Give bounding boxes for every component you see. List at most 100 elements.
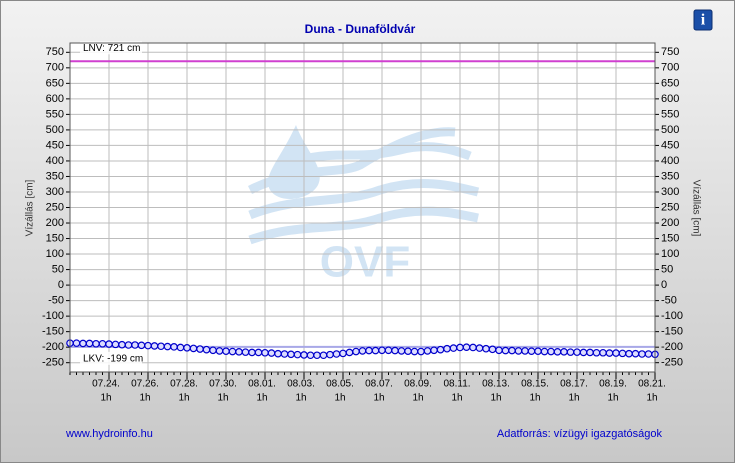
data-point (196, 345, 204, 353)
data-point (592, 348, 601, 357)
data-point (462, 343, 471, 351)
x-tick-label: 1h (490, 393, 501, 404)
data-point (358, 347, 367, 355)
data-point (79, 339, 87, 348)
data-point (163, 342, 172, 351)
x-tick-label: 07.26. (131, 379, 159, 390)
y-tick-label: -50 (48, 295, 64, 307)
y-tick-label: -250 (42, 357, 64, 369)
x-tick-label: 1h (529, 393, 540, 404)
data-point (209, 346, 217, 355)
data-point (527, 347, 536, 356)
data-point (521, 347, 529, 355)
data-point (605, 349, 614, 357)
y2-axis-label: Vízállás [cm] (690, 180, 701, 237)
y-axis-label: Vízállás [cm] (25, 179, 36, 236)
data-point (436, 345, 445, 354)
data-point (514, 347, 523, 355)
data-point (267, 349, 276, 357)
data-point (644, 350, 653, 358)
data-point (332, 350, 341, 358)
x-tick-label: 07.28. (170, 379, 198, 390)
data-point (131, 341, 139, 349)
data-point (280, 350, 289, 358)
x-tick-label: 1h (256, 393, 267, 404)
x-tick-label: 1h (412, 393, 423, 404)
y2-tick-label: 200 (661, 217, 679, 229)
data-point (248, 348, 256, 357)
y2-tick-label: 0 (661, 279, 667, 291)
data-point (202, 345, 211, 354)
data-point (508, 346, 516, 355)
reference-label: LNV: 721 cm (83, 43, 140, 54)
y-tick-label: 50 (52, 263, 64, 275)
y2-tick-label: -200 (661, 341, 683, 353)
y-tick-label: 650 (46, 77, 64, 89)
data-point (235, 348, 243, 356)
data-point (293, 350, 302, 359)
data-point (553, 348, 562, 356)
x-tick-label: 1h (139, 393, 150, 404)
data-point (397, 347, 406, 355)
data-point (501, 346, 510, 355)
data-point (111, 340, 120, 349)
y-tick-label: 0 (58, 279, 64, 291)
y2-tick-label: 500 (661, 124, 679, 136)
y2-tick-label: 550 (661, 108, 679, 120)
data-point (72, 339, 81, 347)
data-point (326, 350, 334, 359)
data-point (222, 347, 230, 356)
y-tick-label: 400 (46, 155, 64, 167)
data-point (534, 347, 542, 356)
data-point (98, 339, 107, 348)
data-point (92, 339, 100, 348)
y-tick-label: 500 (46, 124, 64, 136)
data-point (566, 348, 575, 356)
data-point (599, 348, 607, 357)
x-tick-label: 08.15. (521, 379, 549, 390)
data-point (85, 339, 94, 348)
data-point (638, 350, 646, 358)
x-tick-label: 07.30. (209, 379, 237, 390)
data-point (189, 344, 198, 353)
data-point (449, 344, 458, 352)
data-point (631, 349, 640, 358)
y2-tick-label: 700 (661, 62, 679, 74)
data-point (612, 349, 620, 357)
data-point (495, 346, 503, 355)
y2-tick-label: -250 (661, 357, 683, 369)
x-tick-label: 1h (178, 393, 189, 404)
data-point (345, 348, 354, 357)
y2-tick-label: 350 (661, 170, 679, 182)
data-point (124, 341, 133, 349)
x-tick-label: 1h (100, 393, 111, 404)
data-point (274, 349, 282, 358)
chart-title: Duna - Dunaföldvár (305, 22, 416, 36)
data-point (287, 350, 295, 359)
data-point (475, 344, 484, 352)
data-point (430, 346, 438, 355)
y2-tick-label: 450 (661, 139, 679, 151)
data-point (404, 347, 412, 356)
x-tick-label: 07.24. (92, 379, 120, 390)
data-point (540, 347, 549, 356)
info-button-box[interactable] (693, 9, 713, 31)
data-point (157, 342, 165, 351)
data-point (391, 346, 399, 355)
y-tick-label: 350 (46, 170, 64, 182)
footer-link[interactable]: www.hydroinfo.hu (65, 428, 153, 440)
reference-label-bg (80, 41, 142, 55)
y-tick-label: 700 (46, 62, 64, 74)
info-button-icon[interactable]: i (701, 12, 706, 29)
reference-label: LKV: -199 cm (83, 354, 143, 365)
data-point (254, 348, 263, 357)
y2-tick-label: 100 (661, 248, 679, 260)
y-tick-label: -100 (42, 310, 64, 322)
data-point (410, 347, 419, 356)
data-point (137, 341, 146, 350)
x-tick-label: 08.09. (404, 379, 432, 390)
y2-tick-label: -50 (661, 295, 677, 307)
data-point (261, 348, 269, 357)
info-button[interactable]: i (693, 9, 713, 31)
x-tick-label: 08.13. (482, 379, 510, 390)
